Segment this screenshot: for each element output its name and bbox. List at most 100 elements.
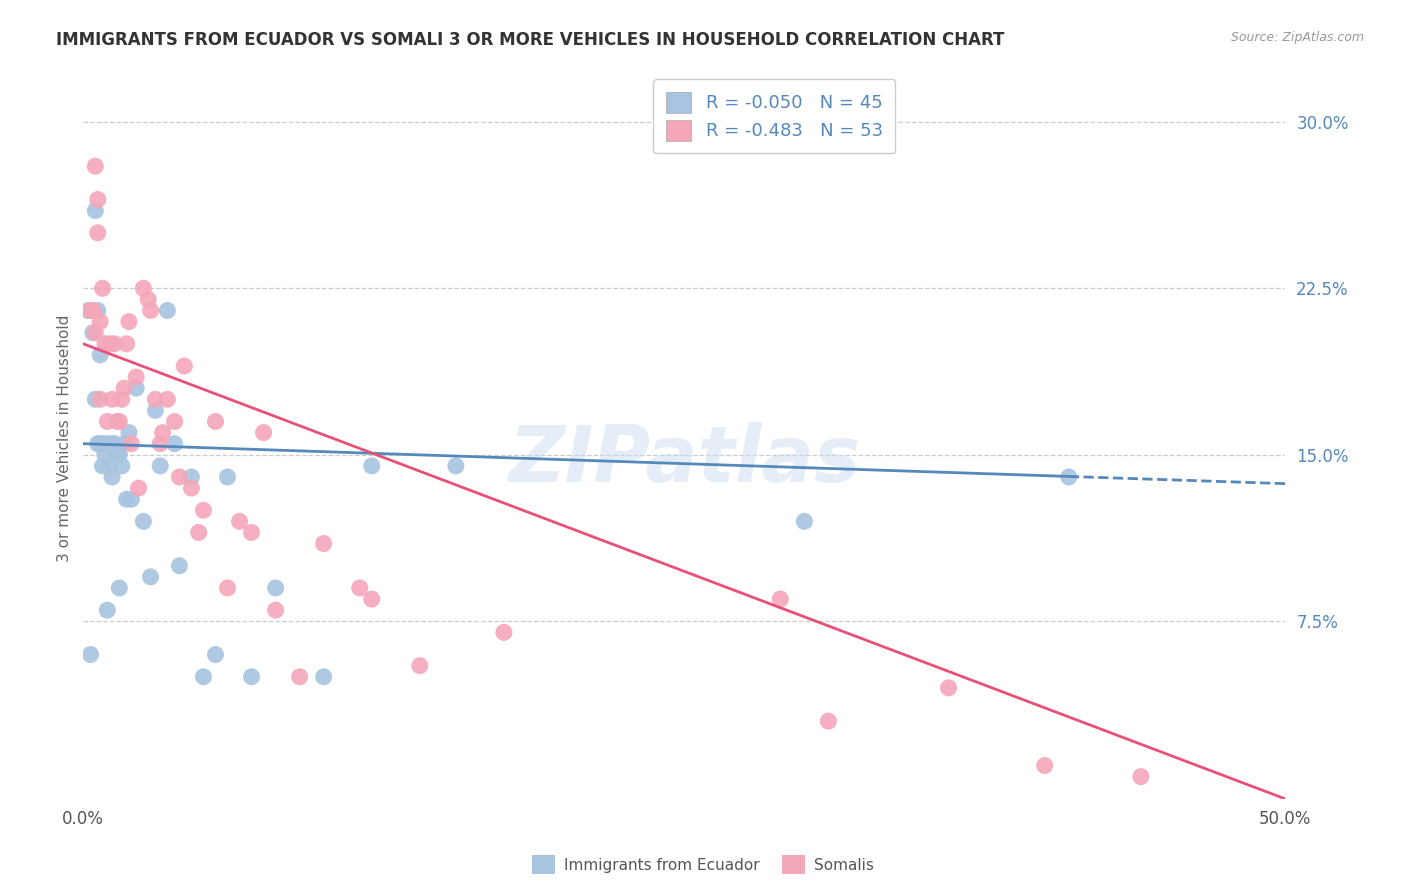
Point xyxy=(120,492,142,507)
Point xyxy=(112,436,135,450)
Point xyxy=(101,392,124,407)
Point xyxy=(360,592,382,607)
Point xyxy=(240,525,263,540)
Point xyxy=(136,293,159,307)
Point xyxy=(204,415,226,429)
Point xyxy=(163,415,186,429)
Point xyxy=(312,670,335,684)
Point xyxy=(156,392,179,407)
Point xyxy=(444,458,467,473)
Point xyxy=(101,436,124,450)
Point xyxy=(125,370,148,384)
Point xyxy=(152,425,174,440)
Point xyxy=(264,581,287,595)
Legend: Immigrants from Ecuador, Somalis: Immigrants from Ecuador, Somalis xyxy=(526,849,880,880)
Point xyxy=(86,226,108,240)
Point xyxy=(84,159,107,173)
Point xyxy=(96,603,118,617)
Point xyxy=(217,581,239,595)
Point xyxy=(103,336,125,351)
Point xyxy=(86,436,108,450)
Legend: R = -0.050   N = 45, R = -0.483   N = 53: R = -0.050 N = 45, R = -0.483 N = 53 xyxy=(654,79,896,153)
Point xyxy=(187,525,209,540)
Point xyxy=(84,203,107,218)
Point xyxy=(108,448,131,462)
Point xyxy=(79,303,101,318)
Point xyxy=(82,303,104,318)
Point xyxy=(145,403,167,417)
Point xyxy=(82,326,104,340)
Point xyxy=(349,581,371,595)
Point xyxy=(86,303,108,318)
Point xyxy=(169,470,191,484)
Point xyxy=(1057,470,1080,484)
Point xyxy=(1129,770,1152,784)
Point xyxy=(228,514,250,528)
Point xyxy=(108,581,131,595)
Point xyxy=(139,570,162,584)
Point xyxy=(112,381,135,395)
Point xyxy=(252,425,274,440)
Point xyxy=(312,536,335,550)
Point xyxy=(193,670,215,684)
Point xyxy=(96,415,118,429)
Point xyxy=(149,458,172,473)
Point xyxy=(94,336,117,351)
Point xyxy=(84,392,107,407)
Point xyxy=(169,558,191,573)
Point xyxy=(94,448,117,462)
Point xyxy=(409,658,432,673)
Point xyxy=(91,281,114,295)
Point xyxy=(180,470,202,484)
Point xyxy=(492,625,515,640)
Point xyxy=(84,326,107,340)
Point xyxy=(132,514,155,528)
Y-axis label: 3 or more Vehicles in Household: 3 or more Vehicles in Household xyxy=(58,315,72,562)
Point xyxy=(108,415,131,429)
Text: IMMIGRANTS FROM ECUADOR VS SOMALI 3 OR MORE VEHICLES IN HOUSEHOLD CORRELATION CH: IMMIGRANTS FROM ECUADOR VS SOMALI 3 OR M… xyxy=(56,31,1005,49)
Point xyxy=(101,470,124,484)
Point xyxy=(96,436,118,450)
Point xyxy=(193,503,215,517)
Point xyxy=(360,458,382,473)
Point xyxy=(79,648,101,662)
Point xyxy=(118,425,141,440)
Point xyxy=(105,448,128,462)
Point xyxy=(103,436,125,450)
Point xyxy=(204,648,226,662)
Point xyxy=(139,303,162,318)
Point xyxy=(793,514,815,528)
Point xyxy=(89,348,111,362)
Point xyxy=(938,681,960,695)
Point xyxy=(156,303,179,318)
Point xyxy=(98,458,121,473)
Point xyxy=(180,481,202,495)
Text: ZIPatlas: ZIPatlas xyxy=(508,422,860,498)
Point xyxy=(264,603,287,617)
Point xyxy=(120,436,142,450)
Point xyxy=(115,336,138,351)
Point xyxy=(77,303,100,318)
Point xyxy=(115,492,138,507)
Point xyxy=(240,670,263,684)
Point xyxy=(91,458,114,473)
Point xyxy=(288,670,311,684)
Point xyxy=(118,315,141,329)
Point xyxy=(89,436,111,450)
Point xyxy=(173,359,195,373)
Point xyxy=(111,392,134,407)
Point xyxy=(817,714,839,728)
Point xyxy=(89,315,111,329)
Point xyxy=(91,436,114,450)
Point xyxy=(149,436,172,450)
Point xyxy=(98,336,121,351)
Point xyxy=(89,392,111,407)
Point xyxy=(145,392,167,407)
Point xyxy=(111,458,134,473)
Point xyxy=(86,193,108,207)
Point xyxy=(105,415,128,429)
Point xyxy=(217,470,239,484)
Point xyxy=(163,436,186,450)
Point xyxy=(769,592,792,607)
Text: Source: ZipAtlas.com: Source: ZipAtlas.com xyxy=(1230,31,1364,45)
